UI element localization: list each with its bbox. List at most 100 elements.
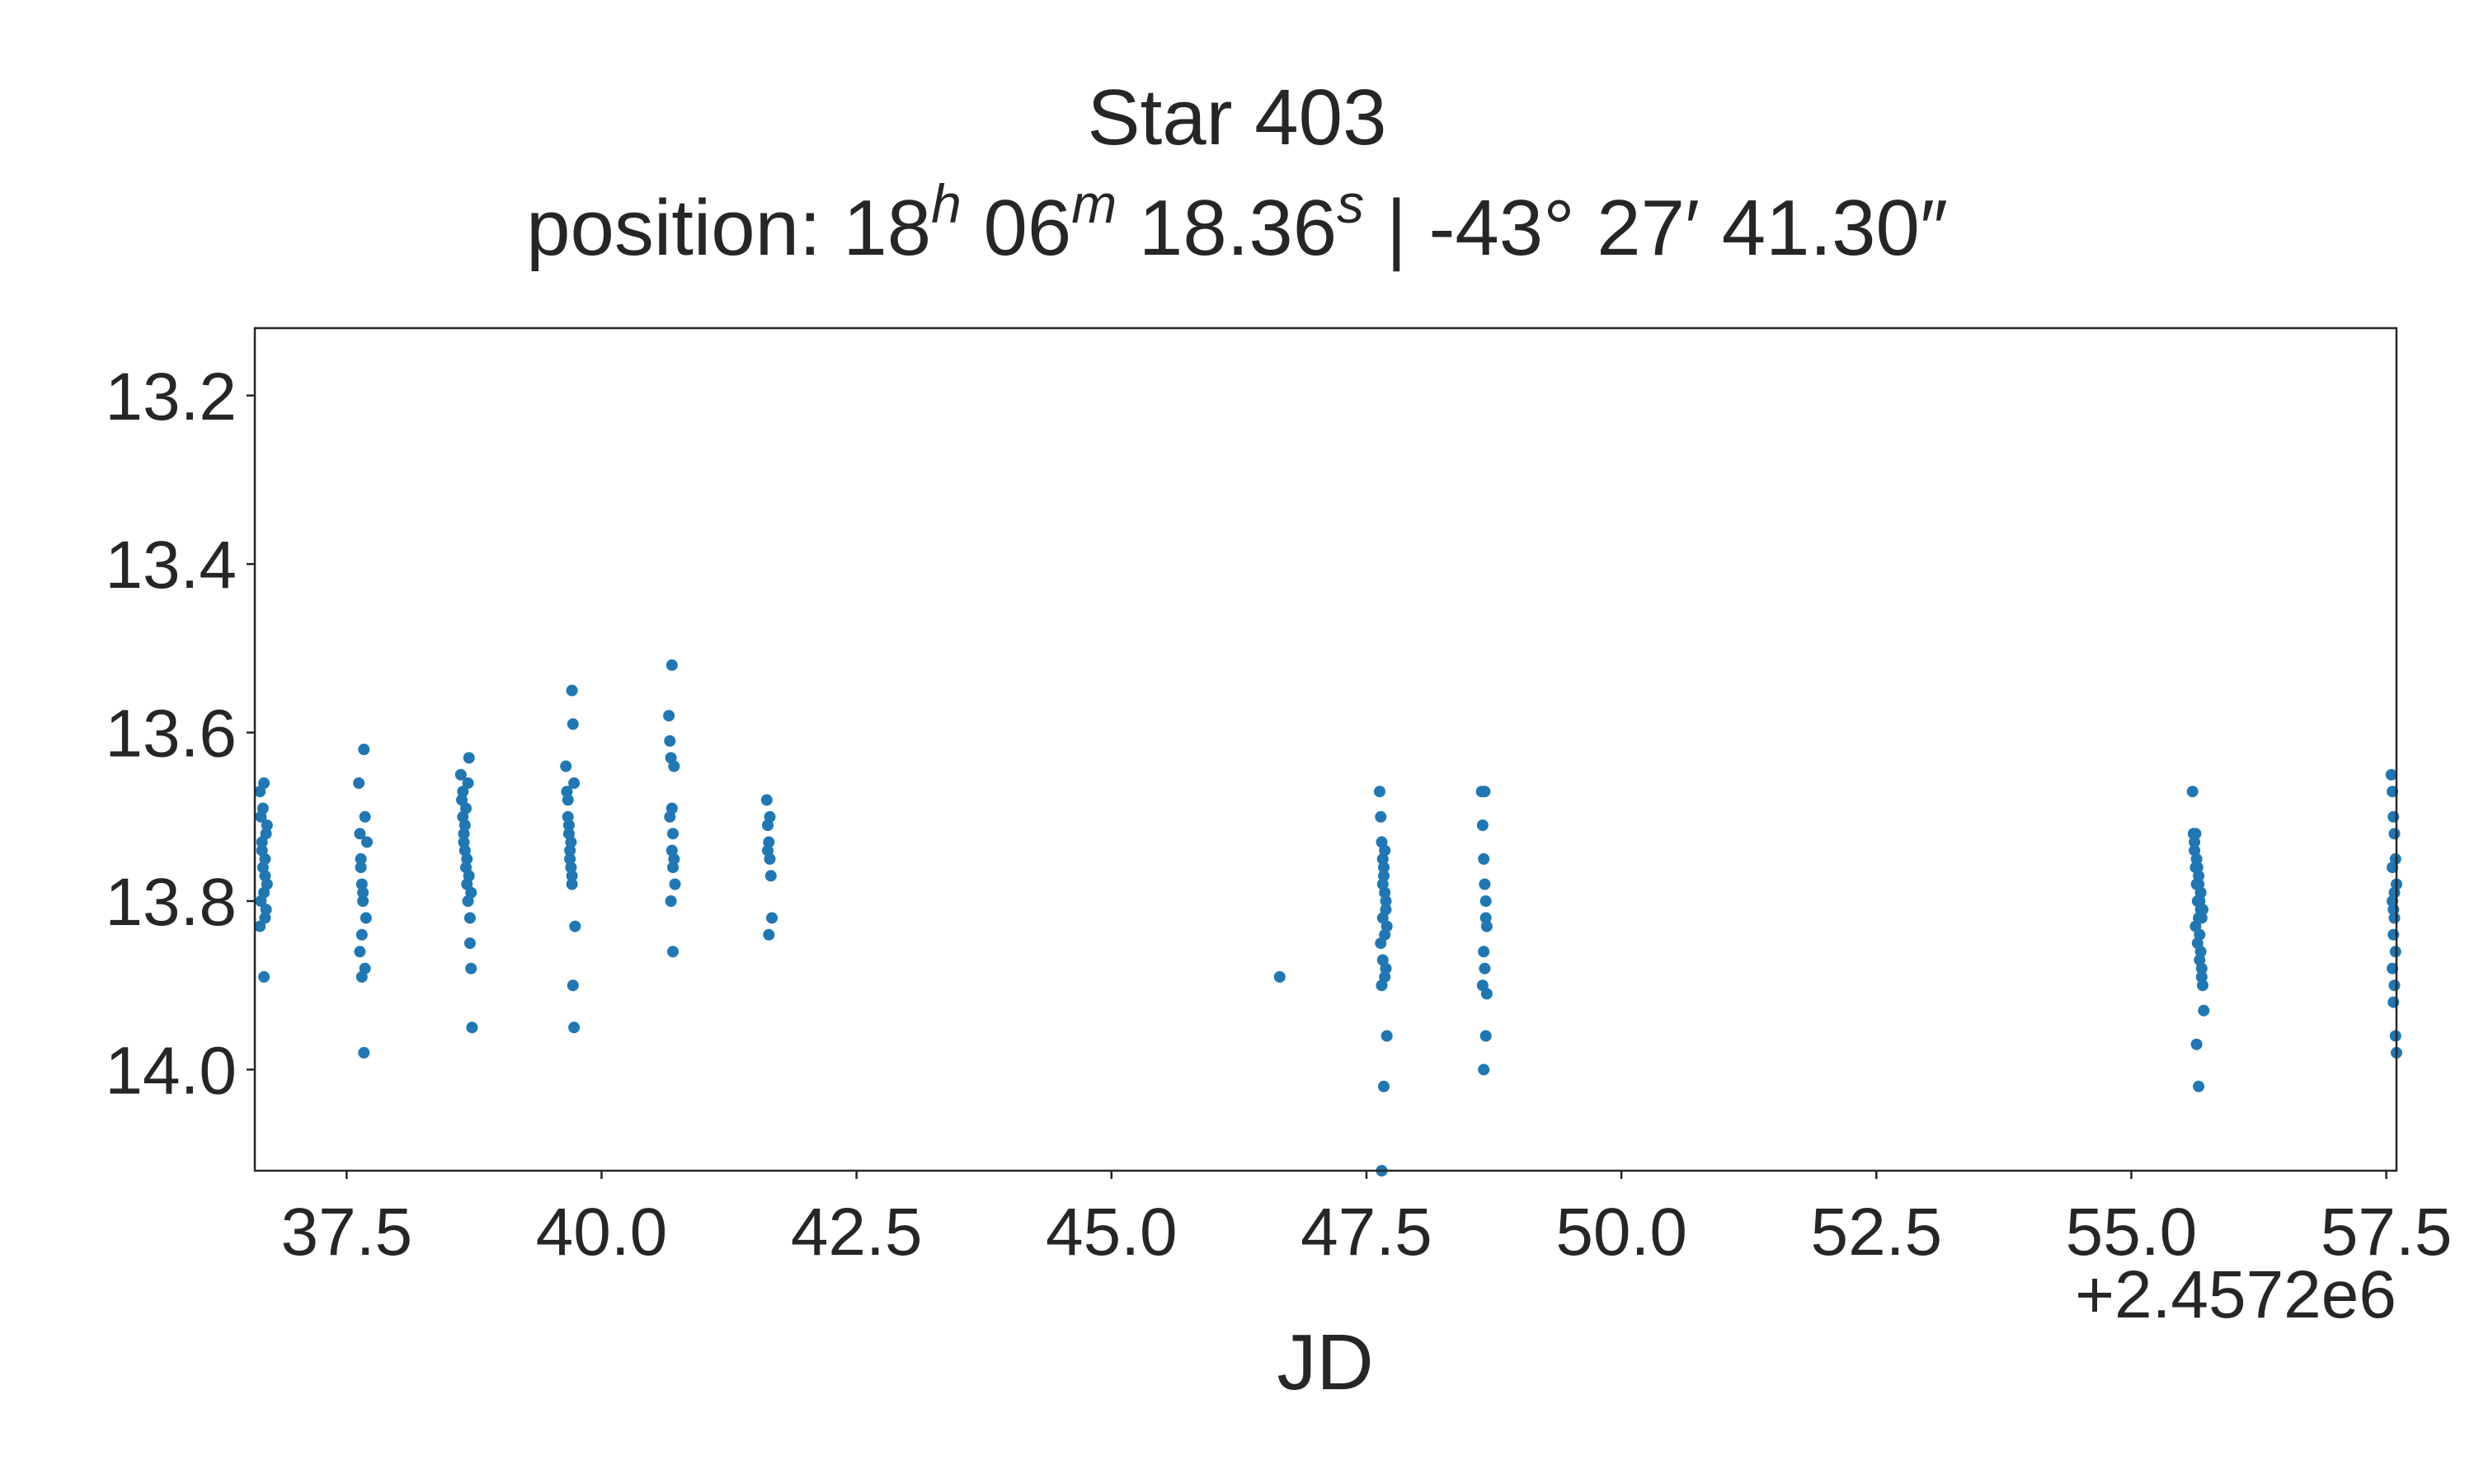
data-point — [762, 844, 774, 857]
data-point — [1476, 819, 1489, 831]
data-point — [566, 684, 578, 697]
data-point — [2194, 895, 2206, 907]
ra-minutes-unit: m — [1071, 173, 1117, 234]
data-point — [2191, 862, 2204, 874]
data-point — [666, 659, 678, 671]
data-point — [1378, 1080, 1390, 1092]
data-point — [1376, 979, 1388, 992]
data-point — [1378, 862, 1390, 874]
data-point — [664, 735, 676, 747]
data-point — [667, 828, 679, 840]
chart-subtitle: position: 18h 06m 18.36s | -43° 27′ 41.3… — [0, 176, 2474, 274]
data-point — [357, 886, 369, 899]
data-point — [760, 794, 773, 806]
data-point — [2194, 954, 2206, 966]
data-point — [359, 962, 371, 974]
data-point — [569, 920, 581, 932]
data-point — [462, 777, 474, 789]
data-point — [763, 836, 775, 848]
data-point — [763, 928, 775, 941]
data-point — [565, 836, 577, 848]
y-tick-label: 13.6 — [105, 697, 237, 772]
data-point — [663, 710, 675, 722]
data-point — [256, 802, 269, 815]
data-point — [1380, 962, 1392, 974]
data-point — [2388, 886, 2401, 899]
data-point — [258, 777, 270, 789]
data-point — [766, 912, 778, 924]
x-tick-label: 37.5 — [280, 1195, 412, 1270]
data-point — [1479, 962, 1491, 974]
data-point — [357, 895, 369, 907]
data-point — [2191, 937, 2204, 950]
data-point — [458, 828, 470, 840]
data-point — [668, 760, 680, 773]
data-point — [1480, 988, 1493, 1000]
ra-minutes: 06 — [983, 184, 1072, 272]
data-point — [667, 862, 679, 874]
data-point — [2186, 786, 2199, 798]
data-point — [2198, 1004, 2210, 1017]
data-point — [2195, 912, 2208, 924]
data-point — [260, 904, 272, 916]
data-point — [465, 962, 477, 974]
data-point — [1379, 928, 1391, 941]
data-point — [1478, 852, 1490, 865]
data-point — [355, 862, 367, 874]
y-tick-label: 13.4 — [105, 528, 237, 603]
ra-hours: 18 — [843, 184, 932, 272]
data-point — [568, 1021, 581, 1034]
data-point — [566, 870, 578, 882]
data-point — [458, 836, 470, 848]
data-point — [2195, 970, 2208, 983]
x-tick-label: 57.5 — [2321, 1195, 2453, 1270]
data-point — [466, 1021, 478, 1034]
data-point — [355, 852, 367, 865]
data-point — [2387, 786, 2399, 798]
subtitle-separator: | — [1364, 184, 1429, 272]
data-point — [666, 844, 678, 857]
data-point — [463, 870, 475, 882]
x-axis-label: JD — [1277, 1318, 1373, 1407]
data-point — [2193, 1080, 2205, 1092]
data-point — [2387, 862, 2399, 874]
data-point — [254, 920, 266, 932]
x-tick-label: 47.5 — [1300, 1195, 1432, 1270]
data-point — [353, 777, 365, 789]
data-point — [1479, 786, 1491, 798]
data-point — [1380, 1030, 1393, 1042]
data-point — [2388, 828, 2401, 840]
data-point — [459, 819, 471, 831]
data-point — [1479, 878, 1491, 890]
data-point — [2189, 836, 2201, 848]
x-tick-label: 42.5 — [791, 1195, 923, 1270]
data-point — [461, 852, 473, 865]
data-point — [1378, 870, 1390, 882]
x-tick-label: 45.0 — [1046, 1195, 1178, 1270]
y-tick-label: 13.2 — [105, 359, 237, 434]
data-point — [463, 937, 476, 950]
data-point — [259, 870, 271, 882]
data-point — [465, 886, 477, 899]
data-point — [358, 1046, 370, 1059]
data-point — [2194, 904, 2207, 916]
x-axis-ticks: 37.5 40.0 42.5 45.0 47.5 50.0 52.5 55.0 57.5 — [280, 1171, 2452, 1270]
ra-hours-unit: h — [931, 173, 962, 234]
data-point — [2387, 962, 2399, 974]
data-point — [567, 979, 579, 992]
data-point — [2189, 828, 2202, 840]
data-point — [358, 744, 370, 755]
data-point — [2190, 1038, 2203, 1050]
y-tick-label: 14.0 — [105, 1033, 237, 1108]
x-tick-label: 40.0 — [536, 1195, 668, 1270]
data-point — [567, 718, 579, 730]
data-point — [1479, 912, 1492, 924]
data-point — [354, 946, 366, 958]
data-point — [564, 844, 576, 857]
data-point — [566, 878, 578, 890]
plot-frame — [253, 326, 2398, 1172]
data-point — [564, 852, 576, 865]
data-point — [764, 810, 776, 823]
data-point — [561, 786, 573, 798]
